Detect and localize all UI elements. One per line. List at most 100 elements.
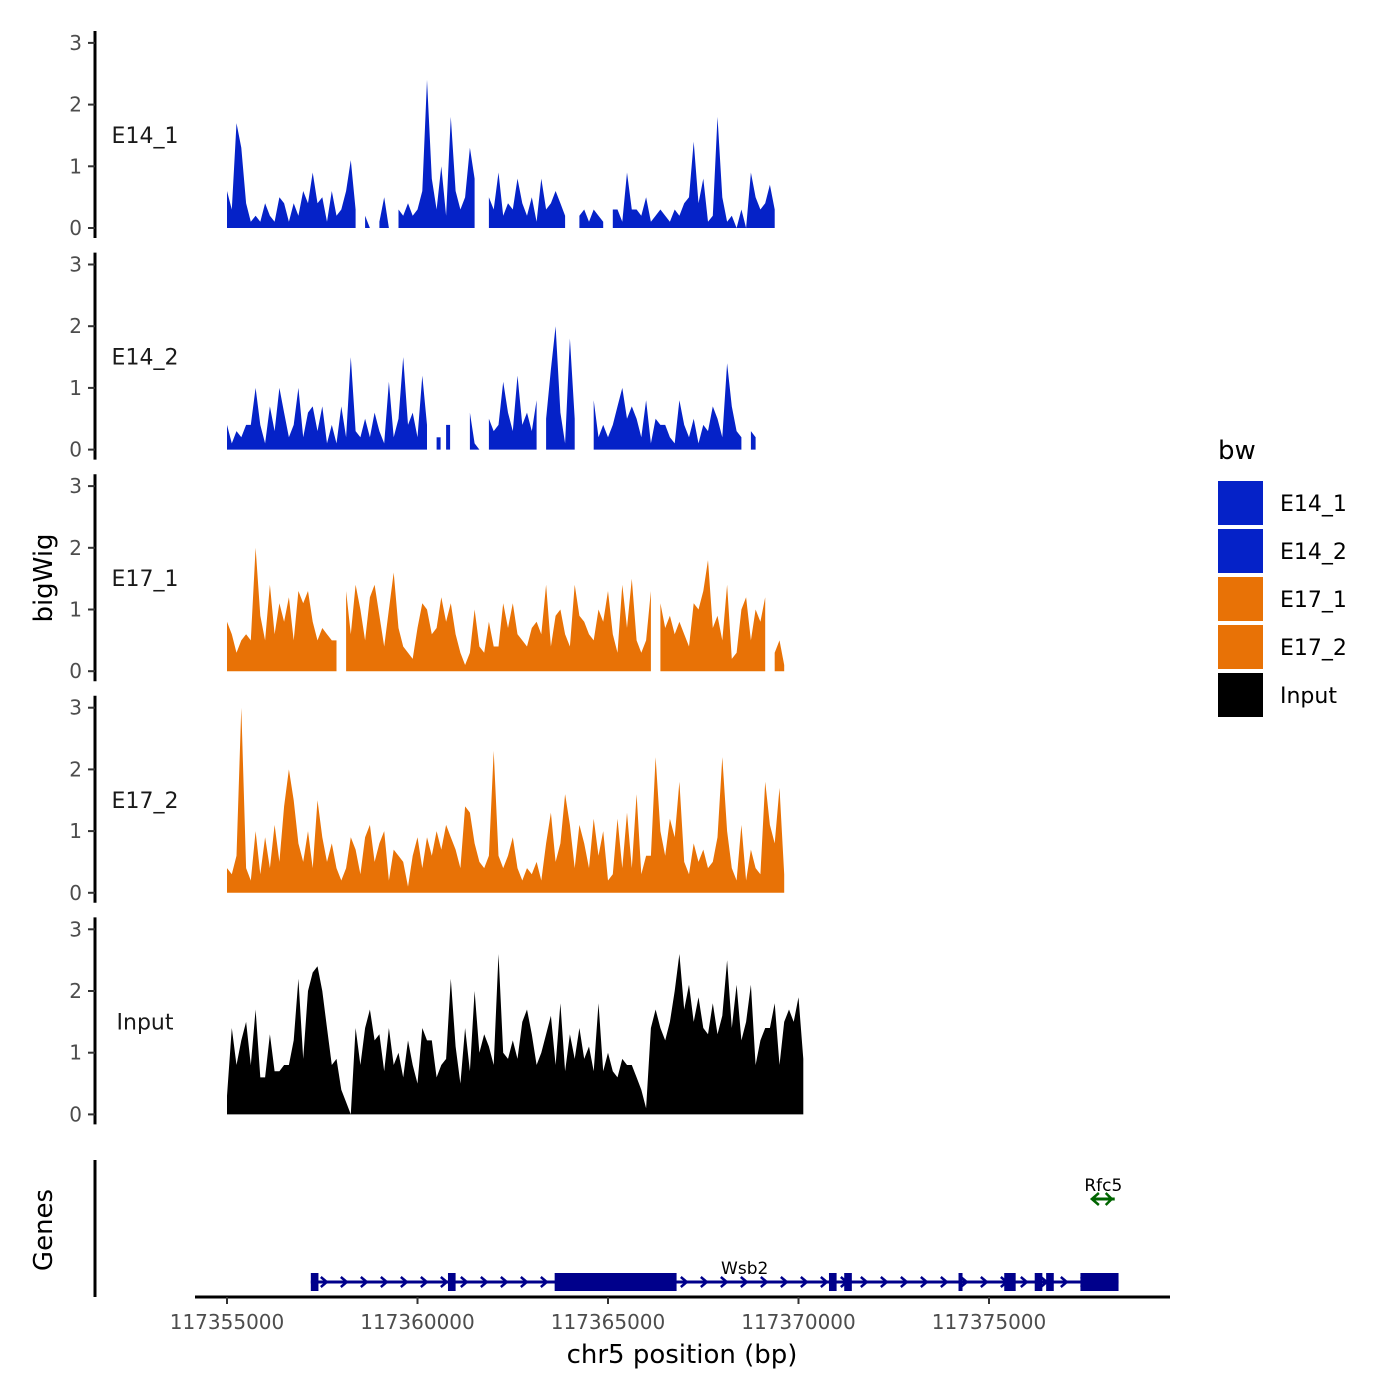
strand-arrow [1104,1192,1114,1206]
strand-arrow [740,1276,749,1288]
strand-arrow [720,1276,729,1288]
signal-area [365,215,370,228]
exon [1034,1273,1043,1291]
strand-arrow [460,1276,469,1288]
track-label: E17_1 [112,567,179,592]
strand-arrow [400,1276,409,1288]
y-tick-label: 2 [69,979,82,1003]
signal-area [446,424,451,450]
x-axis: 117355000 117360000 117365000 117370000 1173… [170,1295,1170,1334]
gene-label: Wsb2 [721,1259,768,1279]
signal-area [227,357,427,450]
strand-arrow [820,1276,829,1288]
strand-arrow [380,1276,389,1288]
signal-area [660,560,766,672]
y-tick-label: 0 [69,1102,82,1126]
strand-arrow [1089,1192,1100,1206]
bigwig-axis-title-group: bigWig Genes [29,533,59,1271]
genes-axis-title: Genes [29,1189,59,1271]
y-tick-label: 1 [69,154,82,178]
signal-area [346,572,651,672]
strand-arrow [760,1276,769,1288]
exon [844,1273,852,1291]
strand-arrow [1020,1276,1029,1288]
exon [310,1273,319,1291]
strand-arrow [360,1276,369,1288]
y-tick-label: 1 [69,376,82,400]
strand-arrow [920,1276,929,1288]
y-tick-label: 2 [69,757,82,781]
signal-area [227,707,785,893]
strand-arrow [780,1276,789,1288]
legend-swatch [1218,529,1263,573]
x-tick-label: 117355000 [170,1310,285,1334]
legend: bw E14_1 E14_2 E17_1 E17_2 Input [1218,436,1347,717]
exon [1046,1273,1054,1291]
strand-arrow [540,1276,549,1288]
y-tick-label: 0 [69,659,82,683]
strand-arrow [940,1276,949,1288]
y-tick-label: 3 [69,474,82,498]
strand-arrow [420,1276,429,1288]
track-label: E14_2 [112,346,179,371]
exon [447,1273,456,1291]
strand-arrow [1060,1276,1069,1288]
y-tick-label: 0 [69,438,82,462]
strand-arrow [500,1276,509,1288]
bigwig-tracks: 0 1 2 3 E14_1 0 1 2 3 E14_2 0 1 2 3 E17_1 0 1 2 3 E17_2 0 1 2 3… [69,31,804,1126]
gene-Rfc5: Rfc5 [1084,1176,1122,1206]
y-tick-label: 0 [69,881,82,905]
legend-swatch [1218,673,1263,717]
strand-arrow [480,1276,489,1288]
signal-area [227,123,356,228]
strand-arrow [680,1276,689,1288]
signal-area [593,363,742,450]
x-tick-label: 117360000 [360,1310,475,1334]
strand-arrow [320,1276,329,1288]
signal-area [469,412,480,450]
signal-area [227,954,804,1115]
gene-label: Rfc5 [1084,1176,1122,1196]
track-E14_1: 0 1 2 3 E14_1 [69,31,775,240]
signal-area [612,116,775,228]
y-tick-label: 3 [69,253,82,277]
x-tick-label: 117375000 [932,1310,1047,1334]
legend-label: Input [1280,684,1337,709]
genes-panel: Wsb2 Rfc5 [93,1160,1122,1297]
track-label: E17_2 [112,789,179,814]
exon [828,1273,837,1291]
y-tick-label: 2 [69,314,82,338]
strand-arrow [520,1276,529,1288]
signal-area [750,431,756,450]
y-tick-label: 1 [69,819,82,843]
signal-area [398,79,475,229]
track-label: E14_1 [112,124,179,149]
track-label: Input [117,1010,174,1035]
signal-area [488,172,566,228]
y-tick-label: 1 [69,1041,82,1065]
strand-arrow [440,1276,449,1288]
track-E17_2: 0 1 2 3 E17_2 [69,696,785,905]
strand-arrow [900,1276,909,1288]
strand-arrow [340,1276,349,1288]
x-tick-label: 117365000 [551,1310,666,1334]
strand-arrow [800,1276,809,1288]
track-E14_2: 0 1 2 3 E14_2 [69,253,756,462]
signal-area [227,547,337,672]
legend-swatch [1218,481,1263,525]
strand-arrow [980,1276,989,1288]
exon [958,1273,963,1291]
signal-area [436,437,441,450]
y-tick-label: 0 [69,216,82,240]
bigwig-axis-title: bigWig [29,533,59,622]
track-Input: 0 1 2 3 Input [69,917,804,1126]
y-tick-label: 3 [69,31,82,55]
legend-label: E17_2 [1280,636,1347,661]
y-tick-label: 2 [69,93,82,117]
strand-arrow [700,1276,709,1288]
exon [1004,1273,1016,1291]
y-tick-label: 2 [69,536,82,560]
strand-arrow [960,1276,969,1288]
x-axis-title: chr5 position (bp) [567,1340,798,1370]
